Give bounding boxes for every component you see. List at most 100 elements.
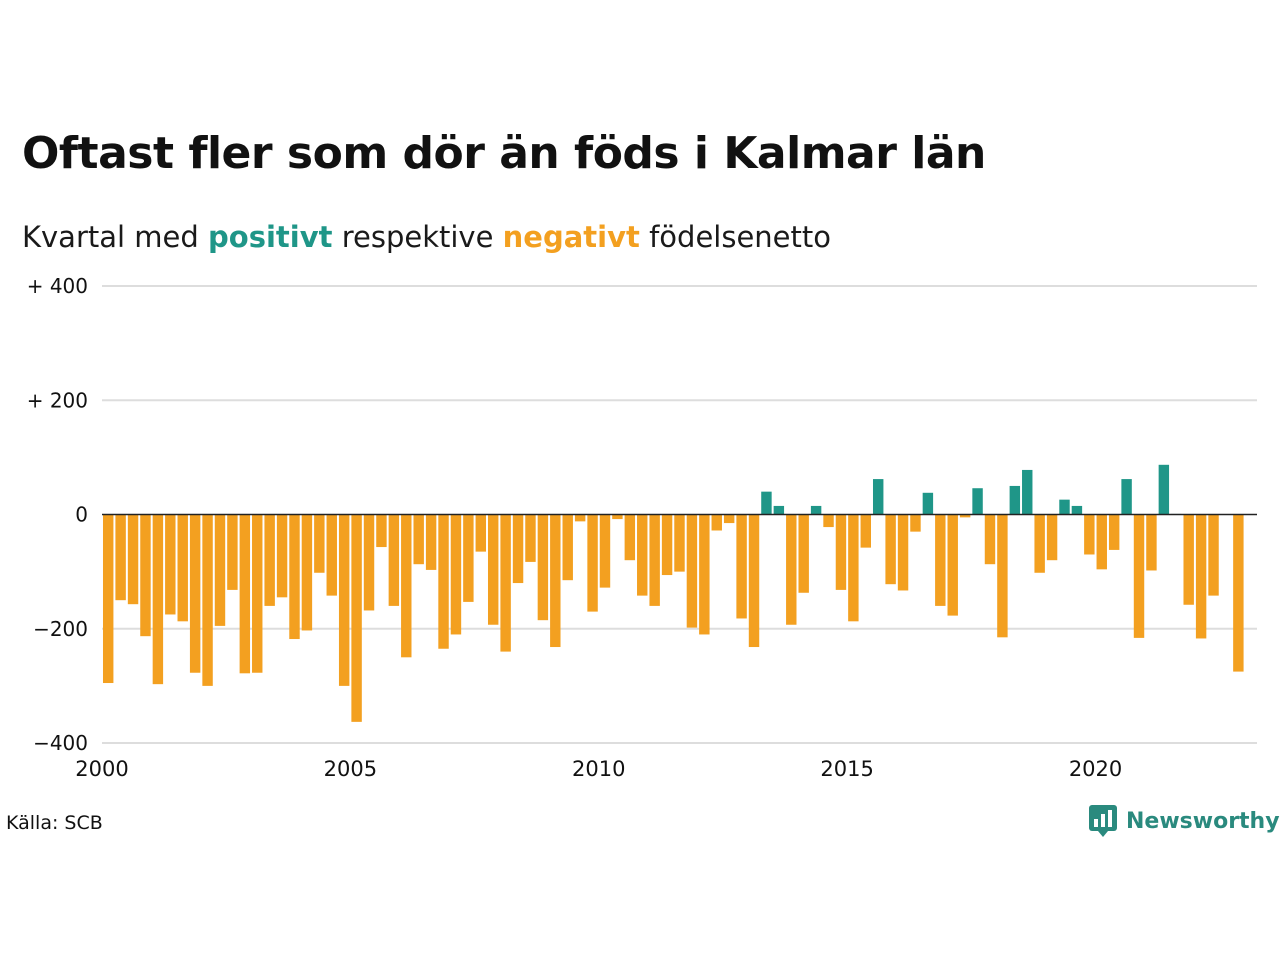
bar xyxy=(177,514,188,622)
bar xyxy=(450,514,462,635)
bar xyxy=(599,514,611,588)
x-tick-label: 2015 xyxy=(820,757,873,781)
chart-title: Oftast fler som dör än föds i Kalmar län xyxy=(22,128,986,179)
bar xyxy=(798,514,809,593)
bar xyxy=(1233,514,1244,672)
y-tick-label: −200 xyxy=(33,617,88,641)
bar xyxy=(338,514,350,686)
x-tick-label: 2005 xyxy=(324,757,377,781)
bar xyxy=(1183,514,1194,605)
bar xyxy=(152,514,164,685)
bar xyxy=(1084,514,1095,555)
bar xyxy=(761,491,772,515)
bar xyxy=(1158,464,1170,515)
bar xyxy=(748,514,760,648)
bar xyxy=(438,514,449,649)
y-tick-label: + 200 xyxy=(27,388,88,412)
bar xyxy=(388,514,400,606)
bar xyxy=(711,514,722,531)
bar xyxy=(674,514,685,572)
bar xyxy=(252,514,263,673)
bar xyxy=(1046,514,1058,561)
bar xyxy=(1059,499,1070,515)
bar xyxy=(1034,514,1045,573)
bar xyxy=(562,514,573,581)
bar xyxy=(487,514,499,625)
bar xyxy=(810,505,822,515)
bar xyxy=(786,514,797,625)
bar xyxy=(860,514,871,548)
bar xyxy=(264,514,275,606)
bar xyxy=(587,514,598,612)
bar xyxy=(897,514,909,591)
bar xyxy=(475,514,486,552)
bar xyxy=(1022,469,1033,515)
bar xyxy=(512,514,524,584)
bar xyxy=(102,514,114,684)
bar xyxy=(376,514,387,548)
bar xyxy=(140,514,151,637)
subtitle-positive: positivt xyxy=(208,220,333,254)
bar xyxy=(127,514,139,605)
bar xyxy=(1121,479,1132,515)
bar xyxy=(463,514,474,602)
bar xyxy=(773,505,785,515)
bar xyxy=(500,514,511,652)
bar xyxy=(363,514,375,611)
y-tick-label: 0 xyxy=(75,503,88,527)
bar xyxy=(661,514,673,576)
bar xyxy=(1146,514,1157,571)
y-tick-label: + 400 xyxy=(27,274,88,298)
bar xyxy=(686,514,698,628)
bar xyxy=(425,514,437,570)
bar xyxy=(574,514,586,522)
bar xyxy=(189,514,201,673)
bar xyxy=(1071,505,1083,515)
chart-subtitle: Kvartal med positivt respektive negativt… xyxy=(22,220,831,254)
bar xyxy=(972,488,983,515)
bar xyxy=(314,514,325,573)
bar xyxy=(723,514,735,524)
bar xyxy=(537,514,549,621)
bar xyxy=(1195,514,1207,639)
bar xyxy=(910,514,921,532)
newsworthy-logo: Newsworthy xyxy=(1088,804,1280,838)
bar xyxy=(984,514,996,565)
bar xyxy=(637,514,648,596)
bar xyxy=(227,514,238,590)
bar xyxy=(525,514,536,562)
bar xyxy=(885,514,896,585)
bar xyxy=(872,479,884,515)
bar xyxy=(326,514,337,596)
y-tick-label: −400 xyxy=(33,731,88,755)
bar xyxy=(1133,514,1145,638)
subtitle-suffix: födelsenetto xyxy=(649,220,831,254)
bar xyxy=(1208,514,1219,596)
bar xyxy=(301,514,313,631)
bar xyxy=(202,514,213,686)
bar xyxy=(239,514,251,674)
bar xyxy=(1108,514,1120,550)
bar xyxy=(649,514,660,606)
bar xyxy=(276,514,288,598)
bar xyxy=(1096,514,1107,570)
bar xyxy=(835,514,847,590)
bar xyxy=(1009,485,1021,515)
bar xyxy=(214,514,226,626)
newsworthy-logo-icon xyxy=(1089,805,1117,837)
bar xyxy=(165,514,176,615)
bar xyxy=(624,514,636,561)
bar xyxy=(959,514,971,518)
bar xyxy=(401,514,412,658)
bar xyxy=(997,514,1008,638)
bar xyxy=(289,514,300,640)
subtitle-negative: negativt xyxy=(502,220,640,254)
bar xyxy=(947,514,958,616)
x-tick-label: 2020 xyxy=(1069,757,1122,781)
bar xyxy=(922,492,934,515)
bar xyxy=(413,514,424,565)
subtitle-middle: respektive xyxy=(341,220,494,254)
bar xyxy=(935,514,946,606)
x-tick-label: 2000 xyxy=(75,757,128,781)
